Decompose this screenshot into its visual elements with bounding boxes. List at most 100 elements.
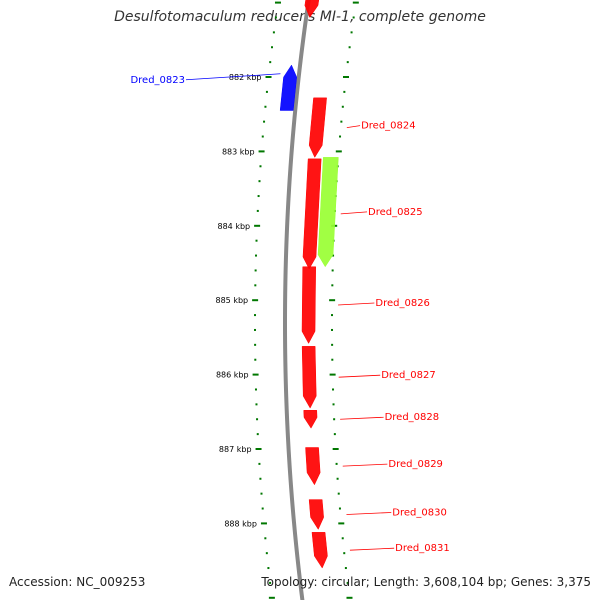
gene-label-dred-0825: Dred_0825 [368, 207, 423, 218]
gene-leader-dred-0826 [338, 302, 375, 306]
gene-leader-dred-0823 [185, 73, 281, 81]
outer-major-tick [343, 76, 349, 78]
outer-minor-tick [337, 492, 340, 495]
outer-major-tick [346, 596, 353, 599]
outer-minor-tick [340, 120, 343, 123]
partial-gene-top [304, 0, 320, 19]
outer-minor-tick [332, 254, 335, 257]
outer-minor-tick [333, 418, 336, 421]
gene-leader-dred-0825 [340, 211, 368, 215]
inner-major-tick [254, 224, 261, 227]
gene-arrow-dred-0830 [308, 499, 324, 530]
outer-minor-tick [331, 343, 334, 346]
gene-label-dred-0826: Dred_0826 [375, 298, 430, 309]
inner-minor-tick [254, 269, 257, 272]
outer-minor-tick [332, 388, 335, 391]
gene-label-dred-0829: Dred_0829 [388, 459, 443, 470]
outer-major-tick [352, 1, 359, 4]
kbp-tick-label: 887 kbp [219, 445, 252, 454]
inner-major-tick [252, 373, 259, 376]
gene-arrow-dred-0828 [303, 410, 318, 429]
outer-minor-tick [338, 507, 341, 510]
genome-backbone [282, 0, 311, 600]
gene-label-dred-0831: Dred_0831 [395, 543, 450, 554]
inner-minor-tick [261, 507, 264, 510]
kbp-tick-label: 884 kbp [218, 222, 251, 231]
gene-arrow-dred-0824 [308, 97, 327, 158]
inner-minor-tick [259, 477, 262, 480]
gene-arrow-dred-0827 [301, 346, 317, 409]
gene-leader-dred-0828 [340, 416, 384, 420]
gene-arrow-dred-0825-feature [317, 157, 339, 268]
inner-minor-tick [260, 492, 263, 495]
gene-label-dred-0830: Dred_0830 [392, 507, 447, 518]
inner-minor-tick [254, 314, 257, 317]
outer-minor-tick [348, 46, 351, 49]
outer-minor-tick [339, 135, 342, 138]
inner-minor-tick [261, 135, 264, 138]
accession-label: Accession: NC_009253 [9, 575, 146, 589]
inner-minor-tick [272, 31, 275, 34]
inner-major-tick [255, 448, 262, 450]
inner-minor-tick [257, 195, 260, 198]
kbp-tick-label: 888 kbp [224, 519, 257, 528]
kbp-tick-label: 886 kbp [216, 371, 249, 380]
outer-minor-tick [333, 433, 336, 436]
inner-minor-tick [265, 90, 268, 93]
inner-minor-tick [264, 537, 267, 540]
kbp-tick-label: 882 kbp [229, 73, 262, 82]
inner-minor-tick [256, 209, 259, 212]
outer-minor-tick [331, 328, 334, 331]
inner-minor-tick [259, 165, 262, 168]
inner-minor-tick [269, 61, 272, 64]
outer-minor-tick [344, 567, 347, 570]
outer-minor-tick [346, 61, 349, 64]
gene-leader-dred-0824 [346, 125, 361, 128]
gene-arrow-dred-0831 [311, 532, 328, 569]
inner-minor-tick [254, 328, 257, 331]
outer-minor-tick [350, 31, 353, 34]
inner-minor-tick [255, 239, 258, 242]
outer-major-tick [332, 448, 339, 450]
inner-minor-tick [254, 284, 257, 287]
inner-major-tick [268, 596, 275, 599]
gene-leader-dred-0829 [342, 463, 388, 467]
gene-leader-dred-0831 [349, 547, 395, 551]
inner-minor-tick [269, 581, 272, 584]
gene-label-dred-0827: Dred_0827 [381, 370, 436, 381]
inner-minor-tick [258, 462, 261, 465]
outer-minor-tick [341, 537, 344, 540]
outer-minor-tick [332, 403, 335, 406]
genome-summary-label: Topology: circular; Length: 3,608,104 bp… [261, 575, 591, 589]
outer-minor-tick [346, 581, 349, 584]
gene-label-dred-0823: Dred_0823 [130, 75, 185, 86]
outer-minor-tick [343, 552, 346, 555]
kbp-tick-label: 883 kbp [222, 147, 255, 156]
inner-minor-tick [263, 120, 266, 123]
inner-minor-tick [265, 552, 268, 555]
kbp-tick-label: 885 kbp [216, 296, 249, 305]
inner-minor-tick [271, 46, 273, 49]
inner-minor-tick [256, 418, 259, 421]
inner-minor-tick [274, 16, 277, 19]
inner-minor-tick [258, 180, 261, 183]
inner-minor-tick [254, 388, 257, 391]
outer-minor-tick [331, 269, 334, 272]
gene-arrow-dred-0826 [301, 266, 316, 344]
outer-minor-tick [331, 284, 334, 287]
outer-major-tick [338, 522, 345, 525]
outer-minor-tick [335, 462, 338, 465]
gene-leader-dred-0830 [346, 512, 392, 515]
gene-arrow-dred-0823 [279, 64, 297, 111]
inner-major-tick [258, 150, 265, 153]
inner-minor-tick [264, 105, 267, 108]
outer-major-tick [335, 150, 342, 153]
outer-minor-tick [331, 358, 334, 361]
inner-minor-tick [255, 254, 258, 257]
outer-minor-tick [331, 314, 334, 317]
gene-label-dred-0824: Dred_0824 [361, 121, 416, 132]
inner-major-tick [274, 1, 281, 4]
inner-major-tick [252, 299, 259, 302]
gene-label-dred-0828: Dred_0828 [385, 412, 440, 423]
